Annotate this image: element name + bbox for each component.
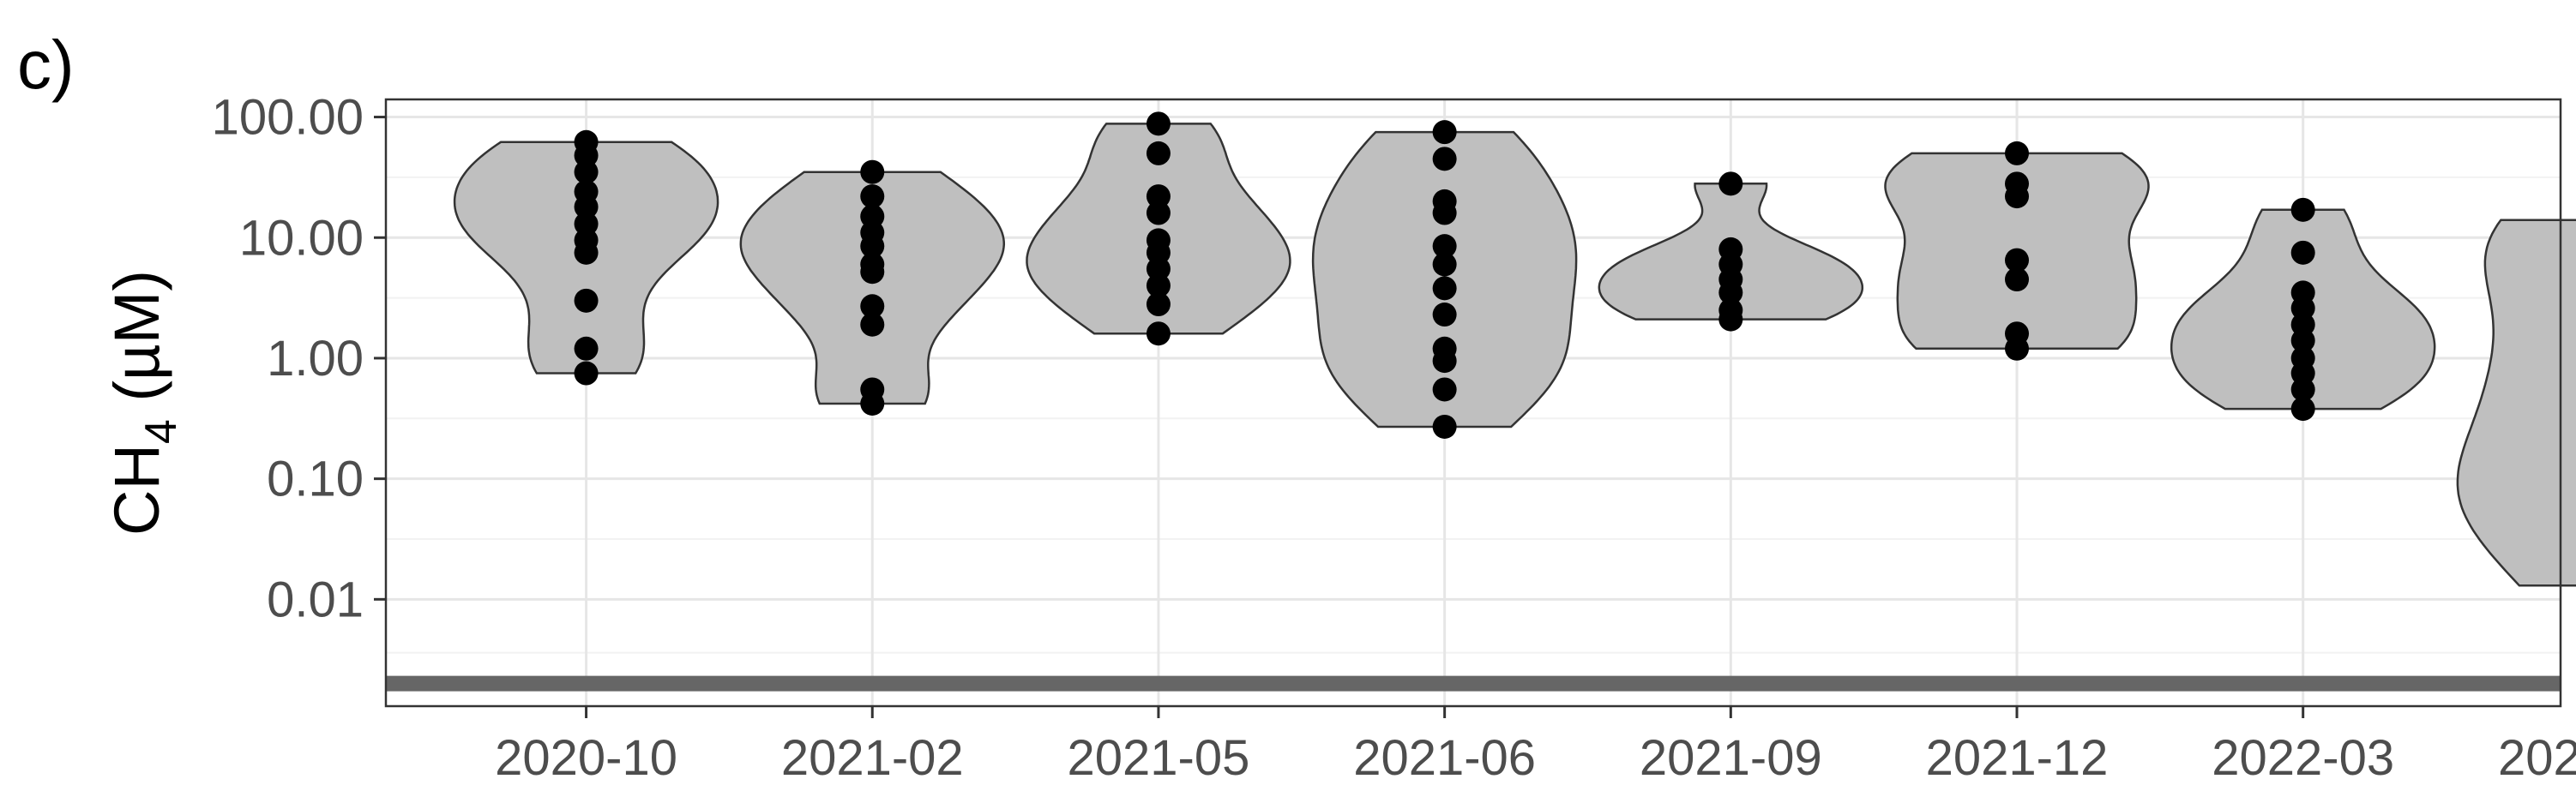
data-point	[1147, 111, 1171, 135]
data-point	[860, 313, 884, 337]
y-tick-label: 10.00	[239, 210, 364, 266]
y-tick-label: 0.10	[267, 452, 364, 507]
x-tick-label: 2021-05	[1068, 730, 1250, 786]
data-point	[2005, 267, 2029, 291]
data-point	[1433, 120, 1457, 144]
data-point	[1147, 201, 1171, 225]
y-tick-label: 0.01	[267, 572, 364, 627]
data-point	[1718, 308, 1742, 332]
violin-2022-10	[2458, 220, 2576, 586]
data-point	[575, 337, 599, 361]
y-tick-label: 100.00	[212, 90, 364, 146]
data-point	[1433, 415, 1457, 439]
y-axis-title: CH4 (µM)	[101, 270, 186, 536]
data-point	[1433, 252, 1457, 276]
data-point	[1433, 377, 1457, 401]
data-point	[1147, 292, 1171, 316]
data-point	[1433, 349, 1457, 373]
data-point	[1433, 201, 1457, 225]
data-point	[860, 160, 884, 184]
data-point	[2291, 198, 2315, 222]
data-point	[1433, 276, 1457, 300]
data-point	[2291, 397, 2315, 421]
x-tick-label: 2022-10	[2498, 730, 2576, 786]
x-tick-label: 2021-09	[1640, 730, 1822, 786]
data-point	[575, 362, 599, 386]
data-point	[1433, 303, 1457, 327]
violins-layer	[454, 123, 2576, 585]
x-tick-label: 2022-03	[2212, 730, 2394, 786]
data-point	[2005, 337, 2029, 361]
data-point	[1147, 141, 1171, 165]
x-tick-label: 2021-06	[1353, 730, 1536, 786]
data-point	[575, 241, 599, 265]
data-point	[1718, 171, 1742, 195]
data-point	[860, 392, 884, 416]
data-point	[2005, 141, 2029, 165]
data-point	[1147, 321, 1171, 345]
data-point	[1433, 147, 1457, 171]
data-point	[2291, 241, 2315, 265]
x-tick-label: 2021-02	[781, 730, 964, 786]
data-point	[2005, 184, 2029, 208]
data-point	[575, 289, 599, 313]
y-axis-ticks: 0.01 0.10 1.00 10.00 100.00	[212, 90, 386, 628]
x-axis-ticks: 2020-10 2021-02 2021-05 2021-06 2021-09 2021-…	[495, 706, 2576, 786]
data-point	[860, 260, 884, 284]
x-tick-label: 2021-12	[1926, 730, 2109, 786]
y-tick-label: 1.00	[267, 331, 364, 387]
x-tick-label: 2020-10	[495, 730, 677, 786]
